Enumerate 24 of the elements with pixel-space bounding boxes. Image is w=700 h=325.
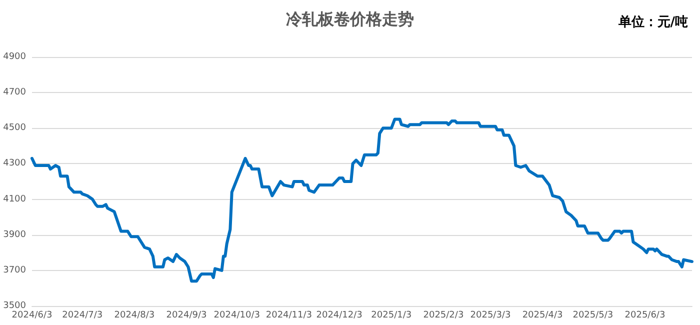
- x-tick-label: 2025/1/3: [371, 310, 412, 320]
- y-tick-label: 4700: [3, 88, 26, 98]
- y-tick-label: 4100: [3, 194, 26, 204]
- y-tick-label: 3500: [3, 301, 26, 311]
- x-tick-label: 2024/8/3: [114, 310, 155, 320]
- x-tick-label: 2025/2/3: [423, 310, 464, 320]
- y-tick-label: 4900: [3, 52, 26, 62]
- x-tick-label: 2024/11/3: [266, 310, 312, 320]
- chart-title: 冷轧板卷价格走势: [286, 10, 414, 28]
- x-tick-label: 2024/9/3: [166, 310, 207, 320]
- x-tick-label: 2024/12/3: [316, 310, 362, 320]
- x-tick-label: 2024/7/3: [62, 310, 103, 320]
- text: 单位：元/吨: [617, 14, 688, 30]
- x-tick-label: 2025/5/3: [572, 310, 614, 320]
- x-tick-label: 2025/4/3: [522, 310, 563, 320]
- x-tick-label: 2025/3/3: [470, 310, 511, 320]
- x-tick-label: 2024/6/3: [12, 310, 52, 320]
- line-series: [30, 118, 694, 283]
- y-tick-label: 4500: [3, 123, 26, 134]
- y-tick-label: 3900: [3, 230, 26, 240]
- x-tick-label: 2024/10/3: [214, 310, 260, 320]
- y-tick-label: 4300: [3, 158, 26, 169]
- x-tick-label: 2025/6/3: [624, 310, 666, 320]
- y-tick-label: 3700: [3, 265, 26, 276]
